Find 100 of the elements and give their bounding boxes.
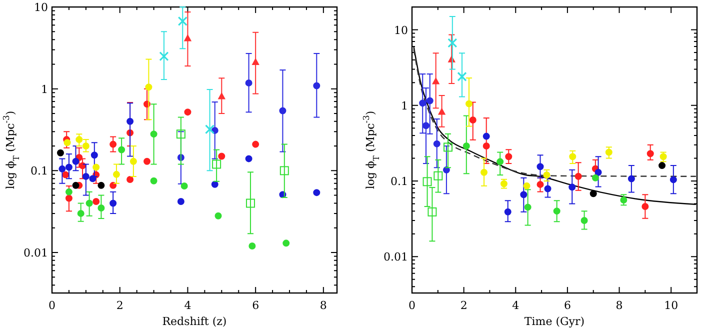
point <box>482 142 490 150</box>
point <box>150 177 158 184</box>
point <box>90 152 98 159</box>
x-tick-label: 6 <box>252 299 260 312</box>
point <box>594 168 602 176</box>
point <box>568 184 576 191</box>
point <box>212 160 222 169</box>
point <box>176 130 186 139</box>
point <box>279 107 286 114</box>
point <box>569 153 576 160</box>
y-tick-label: 0.01 <box>24 246 48 260</box>
point <box>313 189 320 196</box>
point <box>72 158 80 165</box>
point <box>145 84 152 91</box>
x-tick-label: 6 <box>564 299 571 312</box>
point <box>433 140 440 148</box>
point <box>646 150 654 158</box>
point <box>444 142 453 152</box>
point <box>480 168 488 176</box>
point <box>77 210 84 217</box>
point <box>462 142 470 150</box>
point <box>98 182 105 189</box>
point <box>89 175 96 182</box>
point <box>144 158 150 165</box>
point <box>58 165 66 172</box>
y-tick-label: 1 <box>41 82 48 96</box>
point <box>180 182 188 190</box>
y-tick-label: 1 <box>401 99 408 112</box>
point <box>159 51 169 62</box>
point <box>482 132 490 140</box>
point <box>536 163 544 170</box>
point <box>543 171 550 178</box>
x-tick-label: 8 <box>616 299 623 312</box>
x-axis-title: Redshift (z) <box>162 315 227 328</box>
point <box>248 242 256 250</box>
y-tick-label: 10 <box>34 1 48 14</box>
point <box>92 198 100 205</box>
point <box>605 148 612 156</box>
point <box>419 100 426 107</box>
y-tick-label: 0.1 <box>30 164 48 178</box>
point <box>466 100 472 108</box>
x-tick-label: 10 <box>664 299 678 312</box>
point <box>56 149 64 156</box>
point <box>178 16 188 26</box>
point <box>469 116 476 124</box>
point <box>98 204 105 212</box>
x-tick-label: 0 <box>408 299 416 312</box>
point <box>628 175 635 182</box>
point <box>218 92 226 100</box>
point <box>110 140 117 148</box>
point <box>65 194 72 202</box>
point <box>184 108 192 116</box>
point <box>422 177 432 186</box>
point <box>434 171 443 180</box>
point <box>126 176 134 183</box>
x-axis-title: Time (Gyr) <box>524 315 585 328</box>
line-series <box>413 48 697 177</box>
point <box>313 82 320 90</box>
point <box>642 202 649 210</box>
x-tick-label: 2 <box>460 299 468 312</box>
point <box>574 172 582 180</box>
point <box>112 170 120 178</box>
point <box>505 153 512 160</box>
point <box>72 182 80 189</box>
point <box>670 176 677 184</box>
point <box>86 200 93 207</box>
point <box>457 72 467 82</box>
point <box>442 166 450 174</box>
point <box>252 140 260 148</box>
point <box>523 182 530 190</box>
point <box>592 174 599 182</box>
x-tick-label: 4 <box>512 299 520 312</box>
y-tick-label: 0.01 <box>384 250 408 264</box>
point <box>62 171 70 178</box>
point <box>553 208 560 215</box>
y-tick-label: 10 <box>394 24 408 37</box>
point <box>118 146 126 154</box>
point <box>448 38 458 48</box>
point <box>150 130 158 138</box>
point <box>496 158 504 166</box>
point <box>214 212 222 220</box>
y-tick-label: 0.1 <box>390 174 408 188</box>
point <box>79 162 86 170</box>
point <box>282 240 290 247</box>
point <box>432 78 440 84</box>
point <box>65 188 72 196</box>
point <box>76 136 83 144</box>
point <box>658 162 666 170</box>
point <box>428 207 437 216</box>
x-tick-label: 0 <box>48 299 56 312</box>
point <box>245 155 252 162</box>
point <box>82 142 90 150</box>
x-tick-label: 4 <box>184 299 192 312</box>
point <box>280 166 289 176</box>
point <box>536 180 544 188</box>
point <box>422 122 430 130</box>
point <box>544 185 552 192</box>
point <box>126 118 134 125</box>
point <box>218 152 226 160</box>
point <box>211 180 218 188</box>
